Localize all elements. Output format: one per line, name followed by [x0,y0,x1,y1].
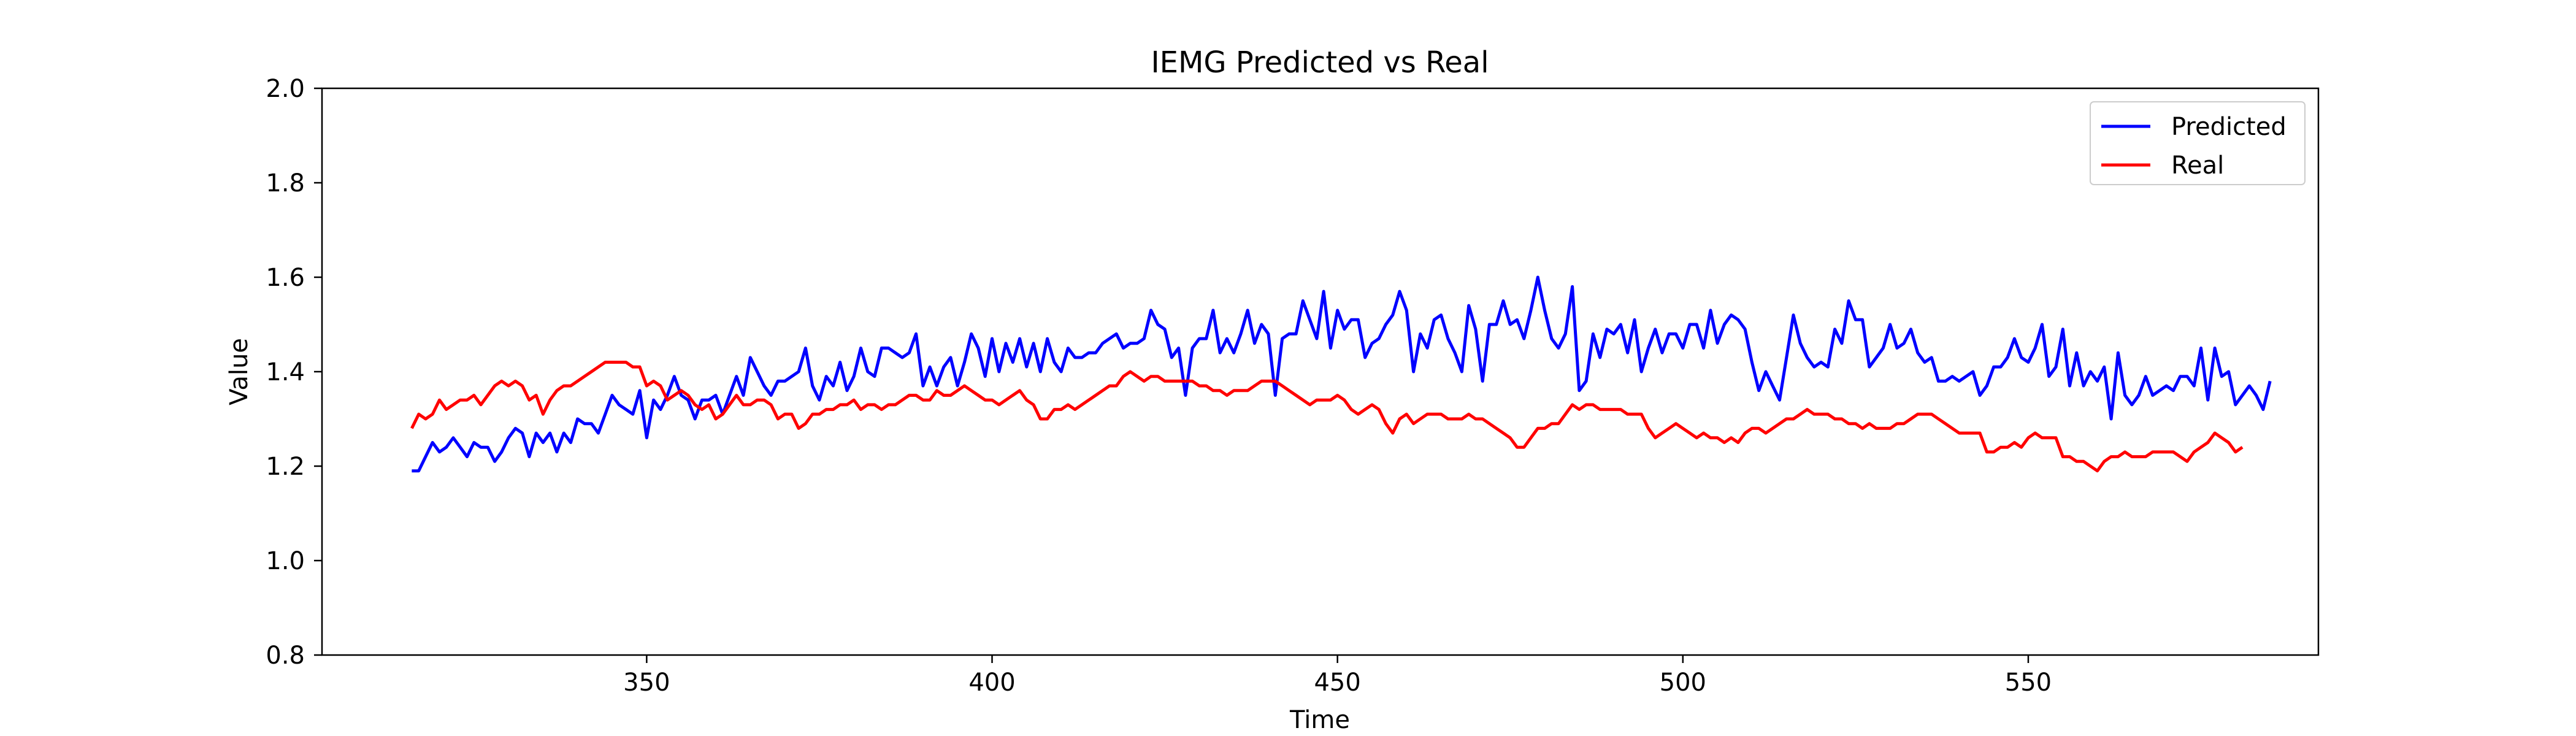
legend: Predicted Real [2090,101,2306,185]
y-axis-ticks: 0.8 1.0 1.2 1.4 1.6 1.8 2.0 [266,75,322,670]
y-tick-label: 1.8 [266,169,305,197]
y-tick-label: 0.8 [266,642,305,670]
x-tick-label: 350 [623,669,670,697]
y-tick-label: 1.4 [266,358,305,386]
y-tick-label: 1.2 [266,453,305,481]
x-tick-label: 450 [1314,669,1360,697]
chart-title: IEMG Predicted vs Real [1151,45,1489,80]
y-tick-label: 2.0 [266,75,305,103]
series-group [410,275,2272,473]
legend-label-predicted: Predicted [2171,113,2287,141]
axes-frame [321,87,2320,656]
y-tick-label: 1.6 [266,264,305,292]
legend-label-real: Real [2171,151,2224,180]
x-tick-label: 400 [968,669,1015,697]
series-line-real [410,361,2244,473]
x-axis-ticks: 350 400 450 500 550 [623,655,2052,697]
x-tick-label: 550 [2005,669,2052,697]
x-axis-label: Time [1289,706,1350,734]
x-tick-label: 500 [1660,669,1706,697]
y-tick-label: 1.0 [266,547,305,575]
y-axis-label: Value [225,338,253,405]
series-line-predicted [412,275,2272,473]
